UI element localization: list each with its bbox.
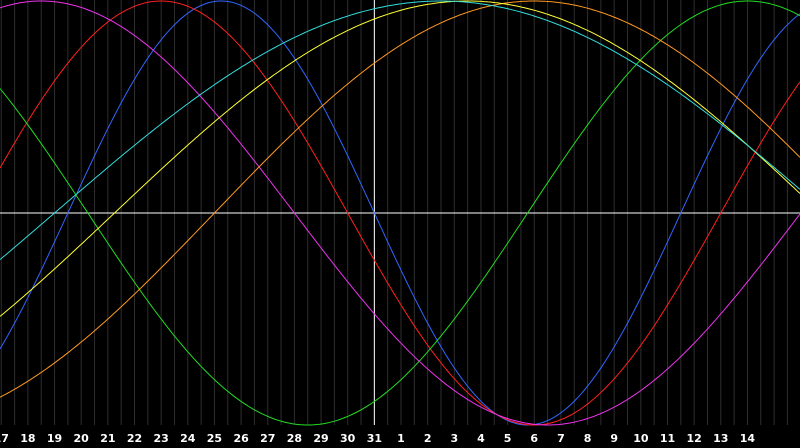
x-tick-label: 27 <box>260 432 275 445</box>
series-line-4 <box>0 0 800 426</box>
x-tick-label: 26 <box>233 432 249 445</box>
x-tick-label: 24 <box>180 432 196 445</box>
x-tick-label: 12 <box>686 432 701 445</box>
x-tick-label: 14 <box>740 432 756 445</box>
x-tick-label: 2 <box>424 432 432 445</box>
x-tick-label: 21 <box>100 432 115 445</box>
x-tick-labels: 1718192021222324252627282930311234567891… <box>0 432 755 445</box>
x-tick-label: 13 <box>713 432 728 445</box>
x-tick-label: 19 <box>47 432 62 445</box>
x-tick-label: 18 <box>20 432 35 445</box>
x-tick-label: 29 <box>313 432 328 445</box>
series-line-6 <box>0 0 800 317</box>
x-tick-label: 20 <box>74 432 90 445</box>
x-tick-label: 31 <box>367 432 382 445</box>
x-tick-label: 9 <box>610 432 618 445</box>
x-tick-label: 10 <box>633 432 649 445</box>
x-tick-label: 3 <box>450 432 458 445</box>
series-line-7 <box>0 0 800 260</box>
x-tick-label: 1 <box>397 432 405 445</box>
x-tick-label: 6 <box>530 432 538 445</box>
x-tick-label: 22 <box>127 432 142 445</box>
x-tick-label: 23 <box>153 432 168 445</box>
x-tick-label: 8 <box>584 432 592 445</box>
series-lines <box>0 0 800 426</box>
series-line-2 <box>0 0 800 426</box>
x-tick-label: 25 <box>207 432 222 445</box>
x-tick-label: 28 <box>287 432 302 445</box>
x-tick-label: 7 <box>557 432 565 445</box>
x-tick-label: 17 <box>0 432 9 445</box>
series-line-3 <box>0 0 800 426</box>
x-tick-label: 11 <box>660 432 675 445</box>
x-tick-label: 30 <box>340 432 356 445</box>
x-tick-label: 5 <box>504 432 512 445</box>
series-line-5 <box>0 0 800 398</box>
x-tick-label: 4 <box>477 432 485 445</box>
series-line-1 <box>0 0 800 426</box>
